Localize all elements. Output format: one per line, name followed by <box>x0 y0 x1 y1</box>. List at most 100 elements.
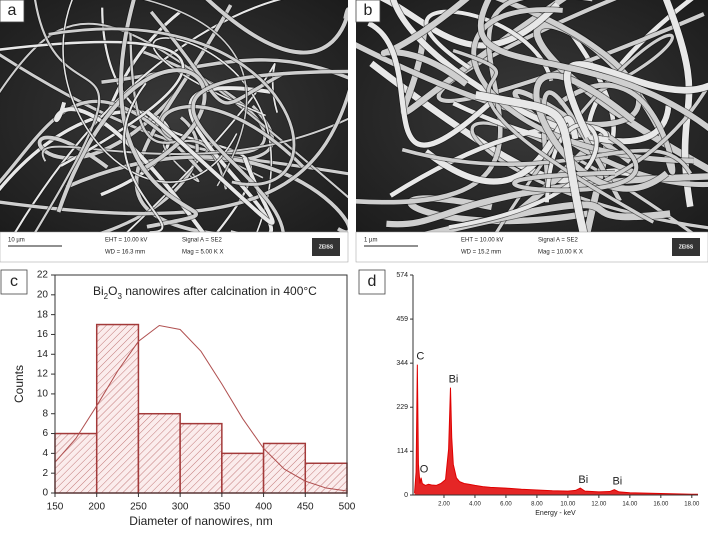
title-subscript: 2 <box>104 292 109 301</box>
x-tick-label: 14.00 <box>622 502 638 508</box>
fiber <box>34 0 101 232</box>
y-tick-label: 20 <box>37 289 49 300</box>
mag: Mag = 10.00 K X <box>538 250 583 256</box>
y-tick-label: 14 <box>37 349 49 360</box>
histogram-bar <box>54 432 98 494</box>
x-tick-label: 4.00 <box>469 502 481 508</box>
y-tick-label: 0 <box>42 488 48 499</box>
fiber <box>134 4 233 232</box>
x-tick-label: 450 <box>297 502 314 513</box>
y-tick-label: 12 <box>37 369 49 380</box>
fiber <box>389 101 608 198</box>
histogram-bar <box>262 442 307 494</box>
fiber <box>143 0 248 187</box>
x-tick-label: 400 <box>255 502 272 513</box>
title-text: Bi <box>93 284 104 298</box>
x-axis-label: Energy - keV <box>535 510 576 517</box>
y-tick-label: 114 <box>397 448 408 455</box>
wd: WD = 15.2 mm <box>461 250 501 256</box>
y-tick-label: 16 <box>37 329 49 340</box>
sem-fibers <box>0 0 348 232</box>
fiber <box>557 82 676 175</box>
mag: Mag = 5.00 K X <box>182 250 224 256</box>
fiber <box>56 68 207 213</box>
fiber <box>99 116 199 232</box>
fiber <box>65 155 348 232</box>
fiber <box>386 173 708 228</box>
fiber <box>14 0 282 232</box>
histogram-bar <box>221 452 265 494</box>
signal: Signal A = SE2 <box>538 238 579 244</box>
x-tick-label: 200 <box>88 502 105 513</box>
fiber <box>512 135 639 193</box>
fiber <box>471 7 694 164</box>
y-tick-label: 8 <box>42 408 48 419</box>
x-tick-label: 500 <box>339 502 356 513</box>
panel-label: c <box>10 273 18 290</box>
x-tick-label: 150 <box>47 502 64 513</box>
logo-box <box>672 238 700 256</box>
histogram-bar <box>179 422 223 494</box>
peak-label: Bi <box>612 476 622 488</box>
panel-label-box <box>358 269 386 295</box>
y-axis-label: Counts <box>12 365 26 403</box>
fiber <box>126 63 279 232</box>
wd: WD = 16.3 mm <box>105 250 145 256</box>
panel-label: a <box>8 2 17 19</box>
y-tick-label: 229 <box>396 404 408 411</box>
fiber <box>62 0 238 183</box>
fiber <box>477 0 708 132</box>
fiber <box>205 0 348 55</box>
panel-label-box <box>0 269 28 295</box>
y-tick-label: 10 <box>37 389 49 400</box>
y-tick-label: 574 <box>396 272 408 279</box>
x-tick-label: 350 <box>214 502 231 513</box>
fiber <box>533 72 669 192</box>
title-text: O <box>108 284 117 298</box>
sem-fibers <box>356 0 708 232</box>
fiber <box>119 0 198 229</box>
info-bar <box>0 231 349 263</box>
x-tick-label: 2.00 <box>438 502 450 508</box>
plot-frame <box>54 274 348 494</box>
y-tick-label: 0 <box>404 492 408 499</box>
scale-bar-label: 1 µm <box>364 238 377 244</box>
info-bar <box>355 231 708 263</box>
fiber <box>54 101 205 232</box>
fiber <box>380 0 470 87</box>
peak-label: Bi <box>449 374 459 386</box>
spectrum-line <box>414 364 698 495</box>
fiber <box>584 82 708 192</box>
y-tick-label: 344 <box>396 360 408 367</box>
logo: ZEISS <box>679 244 694 250</box>
fiber <box>452 48 655 224</box>
y-tick-label: 6 <box>42 428 48 439</box>
histogram-bar <box>95 323 140 494</box>
x-tick-label: 6.00 <box>500 502 512 508</box>
fiber <box>191 69 348 232</box>
eht: EHT = 10.00 kV <box>105 238 147 244</box>
y-tick-label: 2 <box>42 468 48 479</box>
logo: ZEISS <box>319 244 334 250</box>
fiber <box>367 20 493 148</box>
fit-curve <box>54 325 348 492</box>
panel-label: b <box>364 2 373 19</box>
fiber <box>149 10 285 105</box>
x-tick-label: 18.00 <box>684 502 700 508</box>
x-tick-label: 250 <box>130 502 147 513</box>
y-tick-label: 459 <box>396 316 408 323</box>
histogram-bar <box>137 412 181 494</box>
x-tick-label: 16.00 <box>653 502 669 508</box>
x-tick-label: 10.00 <box>560 502 576 508</box>
fiber <box>48 27 296 186</box>
peak-label: O <box>420 464 429 476</box>
x-tick-label: 300 <box>172 502 189 513</box>
x-tick-label: 12.00 <box>591 502 607 508</box>
x-axis-label: Diameter of nanowires, nm <box>129 514 272 528</box>
fiber <box>474 91 588 232</box>
y-tick-label: 18 <box>37 309 49 320</box>
chart-title: Bi2O3 nanowires after calcination in 400… <box>93 284 317 300</box>
y-tick-label: 4 <box>42 448 48 459</box>
x-tick-label: 8.00 <box>531 502 543 508</box>
